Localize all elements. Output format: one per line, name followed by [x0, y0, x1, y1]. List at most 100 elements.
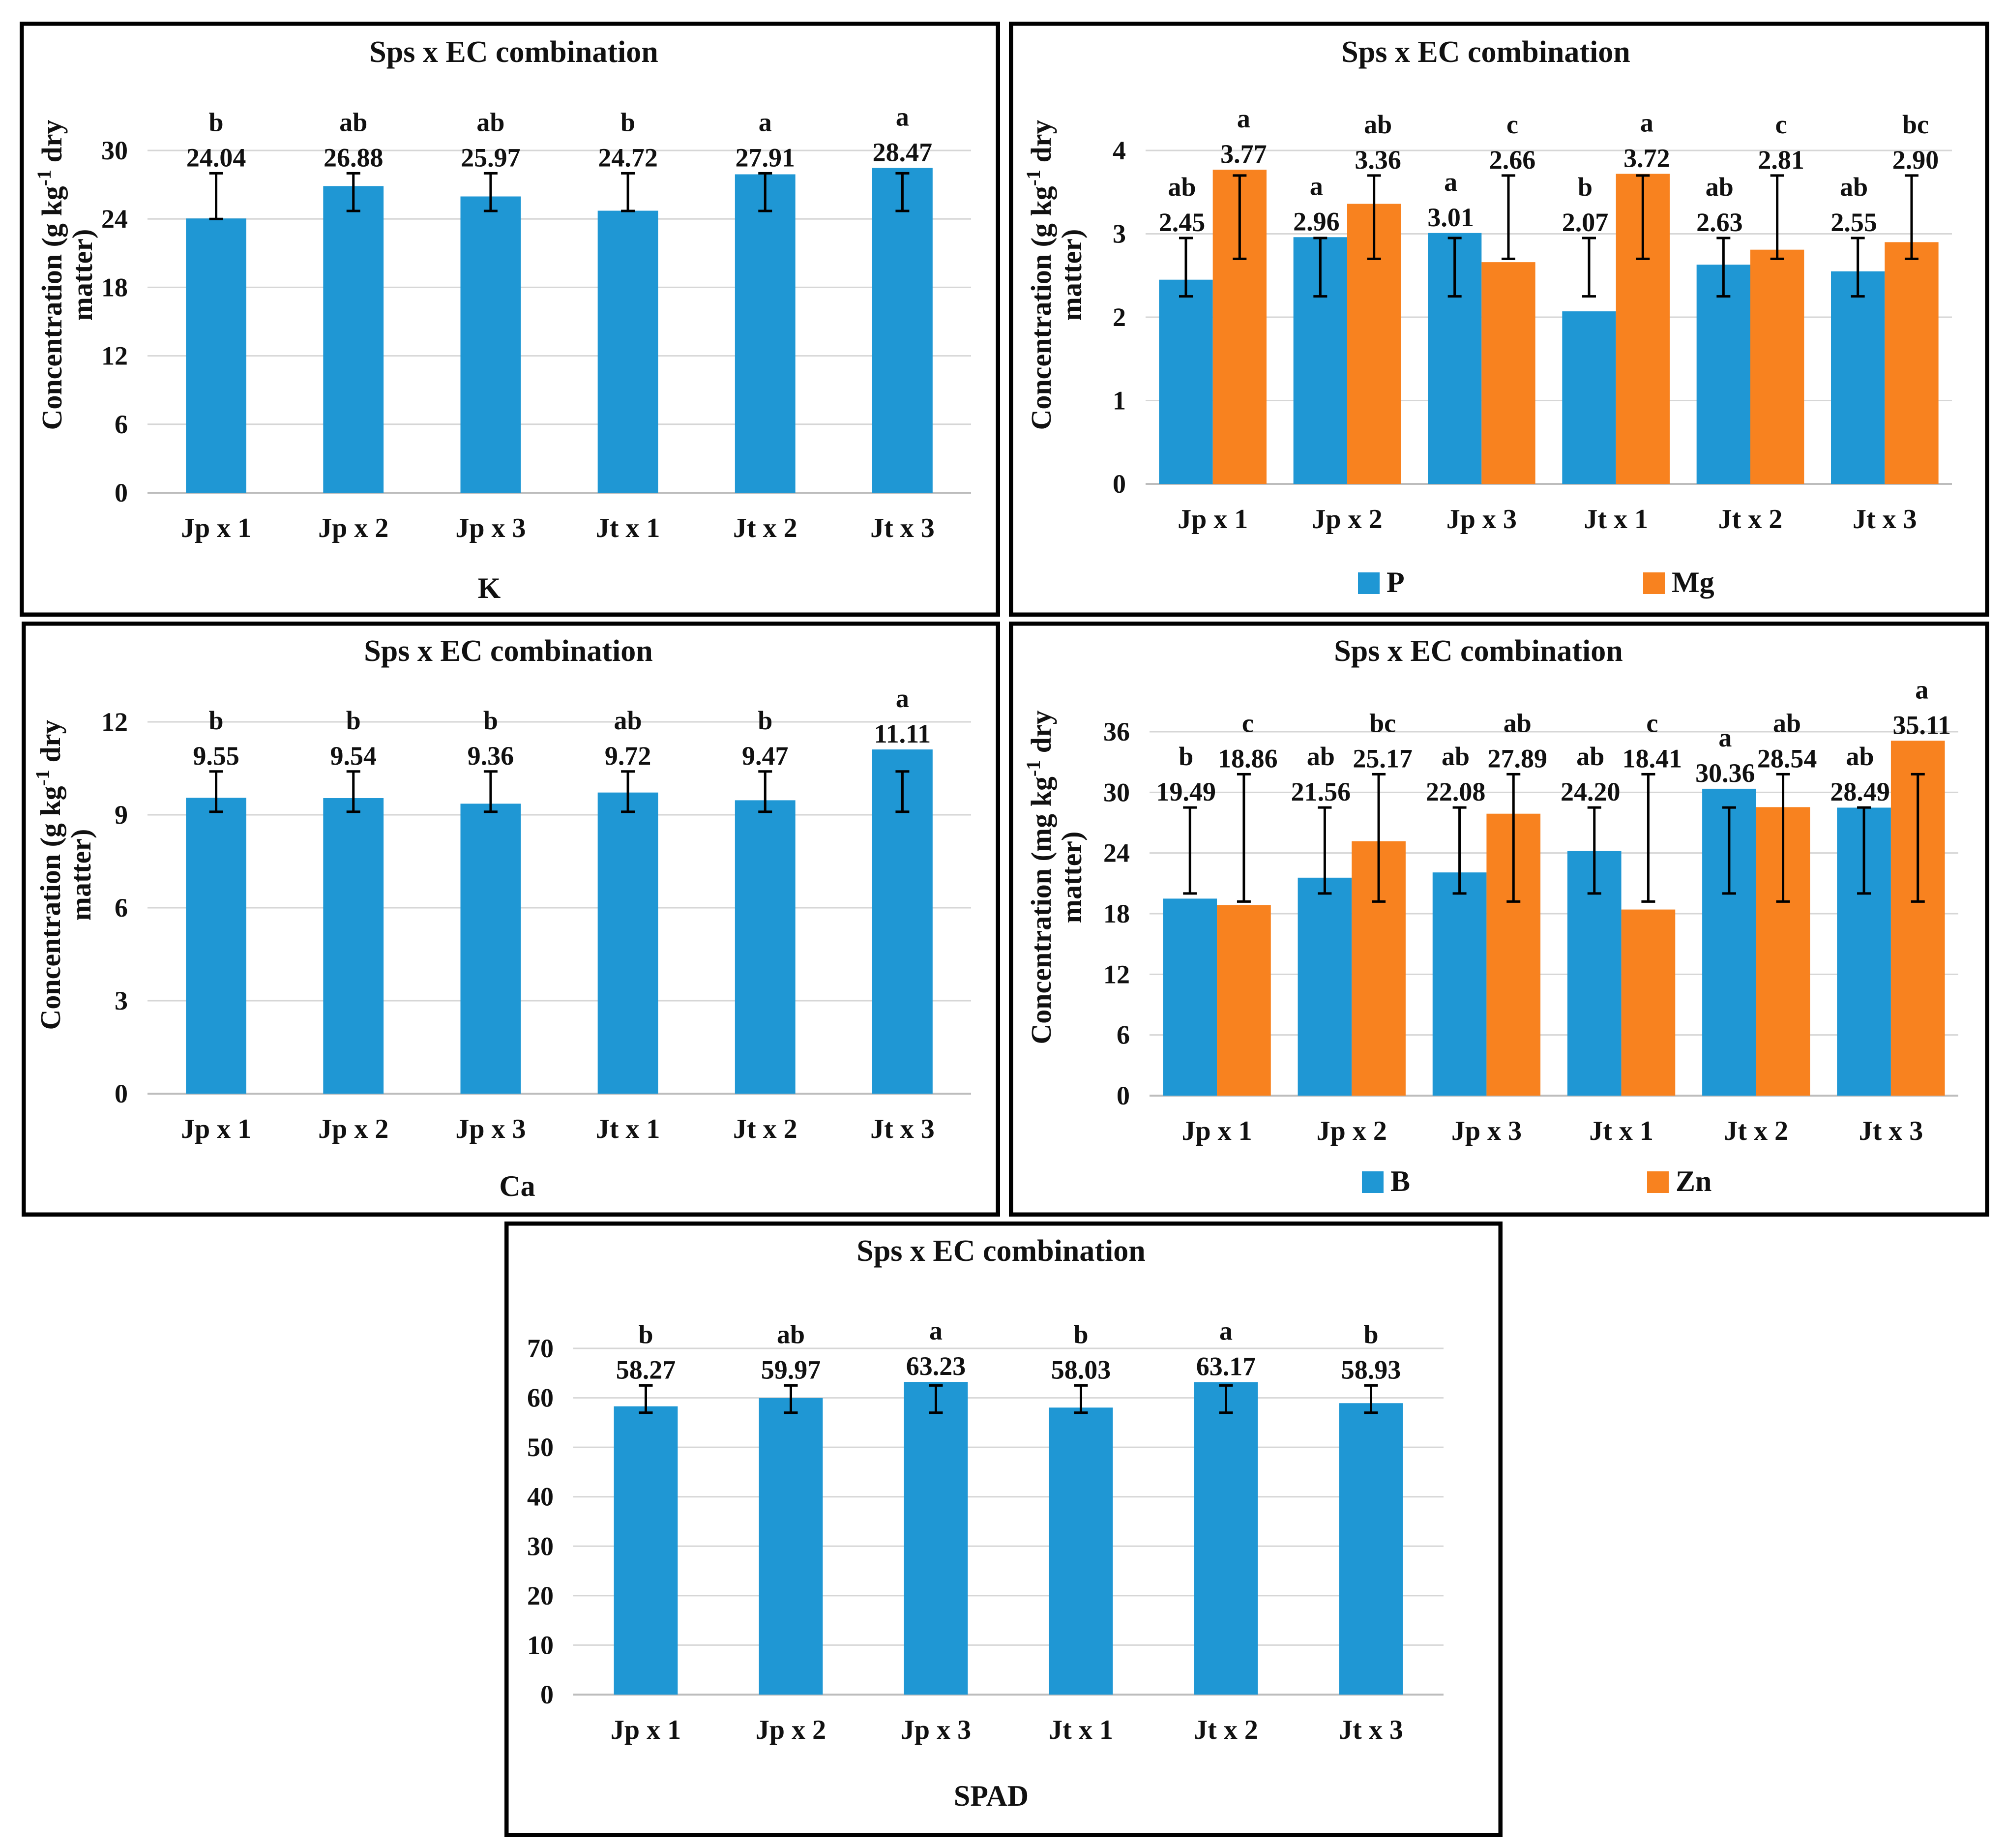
x-tick-label: Jt x 2 — [733, 1114, 797, 1144]
y-tick-label: 24 — [101, 204, 128, 234]
data-label: 3.77 — [1220, 139, 1267, 169]
x-tick-label: Jp x 1 — [181, 513, 251, 543]
y-axis-label-line2: matter) — [1056, 229, 1088, 321]
data-label: 19.49 — [1156, 777, 1216, 806]
chart-title: Sps x EC combination — [1341, 35, 1630, 69]
bar — [1163, 898, 1217, 1096]
y-tick-label: 18 — [1103, 899, 1130, 928]
y-axis-label-tail: dry — [34, 719, 66, 770]
data-label: 63.17 — [1196, 1352, 1256, 1381]
bar — [597, 792, 658, 1094]
data-label: 2.81 — [1758, 145, 1804, 175]
x-tick-label: Jp x 3 — [901, 1715, 971, 1745]
y-tick-label: 70 — [527, 1334, 554, 1363]
y-tick-label: 60 — [527, 1383, 554, 1413]
x-tick-label: Jt x 1 — [1584, 504, 1648, 535]
chart-panel-ca: Sps x EC combination Concentration (g kg… — [22, 622, 1000, 1217]
x-tick-label: Jt x 2 — [1724, 1116, 1788, 1146]
x-axis-label: K — [478, 572, 501, 604]
legend-label-mg: Mg — [1672, 566, 1714, 598]
data-label: 9.72 — [605, 741, 651, 771]
significance-letter: a — [929, 1316, 943, 1345]
y-tick-label: 12 — [101, 341, 128, 371]
significance-letter: ab — [339, 107, 367, 137]
y-axis-label-line2: matter) — [1056, 832, 1088, 924]
data-label: 2.55 — [1830, 208, 1877, 237]
y-axis-label-line2: matter) — [65, 829, 97, 921]
significance-letter: ab — [1773, 708, 1801, 738]
data-label: 27.91 — [736, 143, 796, 172]
data-label: 35.11 — [1892, 710, 1951, 740]
data-label: 3.72 — [1623, 143, 1670, 173]
y-axis-label-sup: -1 — [1022, 760, 1044, 776]
y-tick-label: 9 — [115, 800, 128, 830]
data-label: 9.36 — [468, 741, 514, 771]
significance-letter: a — [1310, 171, 1323, 201]
data-label: 18.41 — [1622, 744, 1682, 773]
data-label: 11.11 — [874, 719, 931, 748]
x-tick-label: Jp x 1 — [1182, 1116, 1252, 1146]
y-tick-label: 50 — [527, 1432, 554, 1462]
data-label: 25.97 — [461, 143, 521, 172]
y-tick-label: 10 — [527, 1630, 554, 1660]
significance-letter: b — [483, 706, 498, 735]
x-tick-label: Jp x 2 — [1312, 504, 1382, 535]
data-label: 22.08 — [1426, 777, 1486, 806]
y-tick-label: 2 — [1113, 302, 1126, 332]
significance-letter: b — [209, 706, 224, 735]
bar — [1831, 271, 1885, 484]
significance-letter: a — [1444, 167, 1457, 197]
y-axis-label-sup: -1 — [1022, 170, 1044, 186]
bar — [1339, 1403, 1403, 1695]
data-label: 28.54 — [1757, 744, 1817, 773]
significance-letter: ab — [614, 706, 642, 735]
significance-letter: b — [638, 1319, 653, 1349]
data-label: 3.36 — [1355, 145, 1401, 175]
y-tick-label: 30 — [527, 1531, 554, 1561]
x-tick-label: Jt x 3 — [870, 1114, 935, 1144]
data-label: 26.88 — [324, 143, 384, 172]
significance-letter: a — [759, 107, 772, 137]
bar — [1049, 1407, 1113, 1695]
significance-letter: a — [1915, 675, 1928, 704]
bar — [597, 210, 658, 493]
bar — [186, 218, 246, 493]
x-tick-label: Jp x 3 — [1451, 1116, 1522, 1146]
bar — [323, 186, 384, 493]
data-label: 24.20 — [1561, 777, 1621, 806]
bar — [323, 798, 384, 1094]
y-tick-label: 0 — [1117, 1081, 1130, 1110]
bar — [614, 1406, 678, 1695]
data-label: 58.27 — [616, 1355, 676, 1384]
chart-title: Sps x EC combination — [1334, 634, 1622, 668]
y-tick-label: 6 — [115, 893, 128, 923]
y-tick-label: 0 — [115, 1079, 128, 1108]
significance-letter: ab — [1504, 708, 1532, 738]
data-label: 3.01 — [1427, 203, 1474, 232]
bar — [1194, 1382, 1258, 1695]
y-axis-label: Concentration (g kg-1 dry matter) — [1022, 119, 1088, 430]
significance-letter: a — [1219, 1316, 1233, 1346]
data-label: 2.90 — [1892, 145, 1939, 175]
y-tick-label: 30 — [101, 136, 128, 165]
svg-text:Concentration (mg kg-1 dry: Concentration (mg kg-1 dry — [1022, 710, 1057, 1044]
x-tick-label: Jp x 2 — [318, 1114, 388, 1144]
y-axis-label-tail: dry — [36, 119, 68, 170]
y-tick-label: 0 — [115, 478, 128, 507]
y-tick-label: 40 — [527, 1482, 554, 1512]
data-label: 58.03 — [1051, 1355, 1111, 1384]
significance-letter: b — [620, 107, 635, 137]
bar — [1432, 872, 1487, 1096]
significance-letter: a — [896, 102, 909, 131]
y-axis-label-base: Concentration (g kg — [34, 786, 66, 1030]
x-tick-label: Jp x 1 — [181, 1114, 251, 1144]
chart-panel-k: Sps x EC combination Concentration (g kg… — [20, 22, 1000, 617]
y-tick-label: 20 — [527, 1581, 554, 1610]
x-tick-label: Jt x 3 — [870, 513, 935, 543]
data-label: 24.72 — [598, 143, 658, 172]
bar — [735, 174, 796, 493]
x-tick-label: Jt x 3 — [1339, 1715, 1403, 1745]
data-label: 2.63 — [1696, 208, 1743, 237]
bar — [1298, 877, 1352, 1096]
bar — [904, 1382, 968, 1695]
